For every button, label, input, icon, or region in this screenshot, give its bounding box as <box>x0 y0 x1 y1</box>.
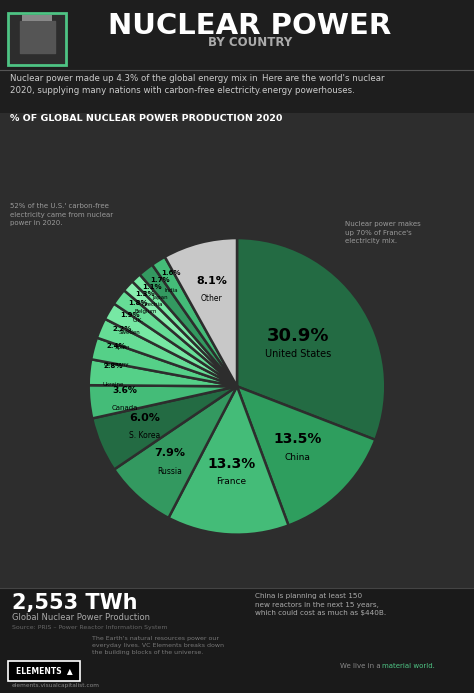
Wedge shape <box>89 359 237 387</box>
Wedge shape <box>114 387 237 518</box>
Text: 13.5%: 13.5% <box>273 432 321 446</box>
Text: China is planning at least 150
new reactors in the next 15 years,
which could co: China is planning at least 150 new react… <box>255 593 386 616</box>
Text: 1.8%: 1.8% <box>128 300 147 306</box>
Text: Here are the world's nuclear
energy powerhouses.: Here are the world's nuclear energy powe… <box>262 74 384 95</box>
Text: 2.8%: 2.8% <box>103 363 123 369</box>
Wedge shape <box>132 274 237 387</box>
FancyBboxPatch shape <box>22 15 52 21</box>
Text: China: China <box>284 453 310 462</box>
Wedge shape <box>92 387 237 469</box>
Wedge shape <box>237 387 375 525</box>
Wedge shape <box>152 257 237 387</box>
Text: Czechia: Czechia <box>141 302 163 308</box>
Wedge shape <box>124 281 237 387</box>
Bar <box>0 0 474 113</box>
Wedge shape <box>140 265 237 387</box>
Text: 1.6%: 1.6% <box>161 270 181 276</box>
Bar <box>0 588 474 693</box>
Text: The Earth's natural resources power our
everyday lives. VC Elements breaks down
: The Earth's natural resources power our … <box>92 636 224 655</box>
Wedge shape <box>91 337 237 387</box>
Text: India: India <box>164 288 178 293</box>
Text: 3.6%: 3.6% <box>112 385 137 394</box>
Wedge shape <box>97 319 237 387</box>
Text: 7.9%: 7.9% <box>155 448 185 459</box>
FancyBboxPatch shape <box>8 13 66 65</box>
Text: material world.: material world. <box>382 663 435 669</box>
Text: 1.7%: 1.7% <box>151 277 170 283</box>
Wedge shape <box>237 238 385 440</box>
Wedge shape <box>105 304 237 387</box>
Text: elements.visualcapitalist.com: elements.visualcapitalist.com <box>12 683 100 688</box>
Wedge shape <box>89 385 237 419</box>
Wedge shape <box>168 387 289 534</box>
Text: Global Nuclear Power Production: Global Nuclear Power Production <box>12 613 150 622</box>
Text: Canada: Canada <box>112 405 138 411</box>
Text: NUCLEAR POWER: NUCLEAR POWER <box>109 12 392 40</box>
Text: Japan: Japan <box>153 295 168 300</box>
Text: Spain: Spain <box>115 344 130 349</box>
Text: Ukraine: Ukraine <box>102 382 124 387</box>
Text: 2.2%: 2.2% <box>113 326 132 333</box>
Wedge shape <box>114 290 237 387</box>
Text: 2.4%: 2.4% <box>107 343 127 349</box>
Text: 8.1%: 8.1% <box>196 276 227 286</box>
Text: % OF GLOBAL NUCLEAR POWER PRODUCTION 2020: % OF GLOBAL NUCLEAR POWER PRODUCTION 202… <box>10 114 283 123</box>
Text: 52% of the U.S.' carbon-free
electricity came from nuclear
power in 2020.: 52% of the U.S.' carbon-free electricity… <box>10 203 113 226</box>
Text: Source: PRIS – Power Reactor Information System: Source: PRIS – Power Reactor Information… <box>12 625 167 630</box>
Text: Belgium: Belgium <box>134 309 157 314</box>
Text: Germany: Germany <box>104 362 129 367</box>
Text: 1.9%: 1.9% <box>120 312 139 318</box>
Text: U.K.: U.K. <box>132 318 143 324</box>
FancyBboxPatch shape <box>8 661 80 681</box>
Text: Nuclear power makes
up 70% of France's
electricity mix.: Nuclear power makes up 70% of France's e… <box>345 221 421 244</box>
Text: BY COUNTRY: BY COUNTRY <box>208 37 292 49</box>
Text: ELEMENTS  ▲: ELEMENTS ▲ <box>16 667 73 676</box>
Text: We live in a: We live in a <box>340 663 383 669</box>
Text: 2,553 TWh: 2,553 TWh <box>12 593 137 613</box>
Text: 6.0%: 6.0% <box>129 413 160 423</box>
Text: Nuclear power made up 4.3% of the global energy mix in
2020, supplying many nati: Nuclear power made up 4.3% of the global… <box>10 74 261 95</box>
Text: Other: Other <box>201 294 222 303</box>
Text: 13.3%: 13.3% <box>208 457 256 471</box>
Wedge shape <box>165 238 237 387</box>
Text: S. Korea: S. Korea <box>129 431 160 440</box>
Text: 1.1%: 1.1% <box>142 284 162 290</box>
Text: 30.9%: 30.9% <box>267 327 329 345</box>
Text: Russia: Russia <box>157 467 182 476</box>
Text: United States: United States <box>265 349 331 359</box>
Text: 1.3%: 1.3% <box>136 290 155 297</box>
Text: Sweden: Sweden <box>119 331 140 335</box>
Text: France: France <box>217 477 246 486</box>
